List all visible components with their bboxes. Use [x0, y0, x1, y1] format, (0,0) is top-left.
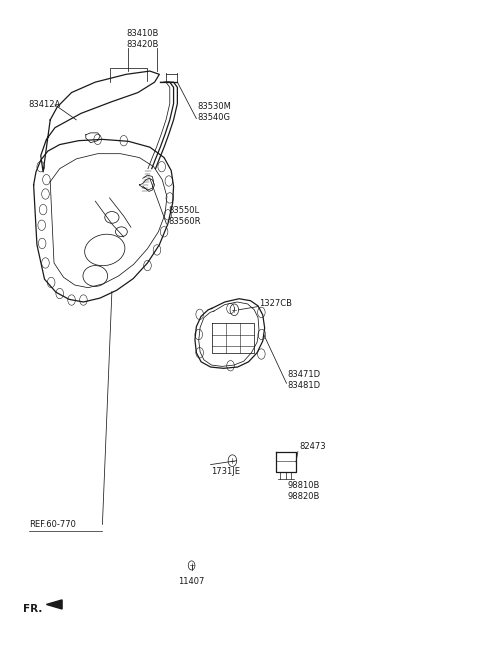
Text: 83550L
83560R: 83550L 83560R — [168, 206, 200, 226]
Polygon shape — [47, 600, 62, 609]
Text: 1327CB: 1327CB — [259, 298, 292, 308]
Text: 82473: 82473 — [300, 442, 326, 451]
Text: 83471D
83481D: 83471D 83481D — [288, 370, 321, 390]
Text: 83410B
83420B: 83410B 83420B — [127, 28, 159, 49]
Text: 83412A: 83412A — [29, 100, 61, 110]
Text: 98810B
98820B: 98810B 98820B — [288, 481, 320, 501]
Text: 11407: 11407 — [179, 577, 205, 586]
Text: 1731JE: 1731JE — [212, 466, 240, 476]
Text: REF.60-770: REF.60-770 — [29, 520, 76, 529]
Text: 83530M
83540G: 83530M 83540G — [197, 102, 231, 122]
Text: FR.: FR. — [23, 604, 42, 614]
